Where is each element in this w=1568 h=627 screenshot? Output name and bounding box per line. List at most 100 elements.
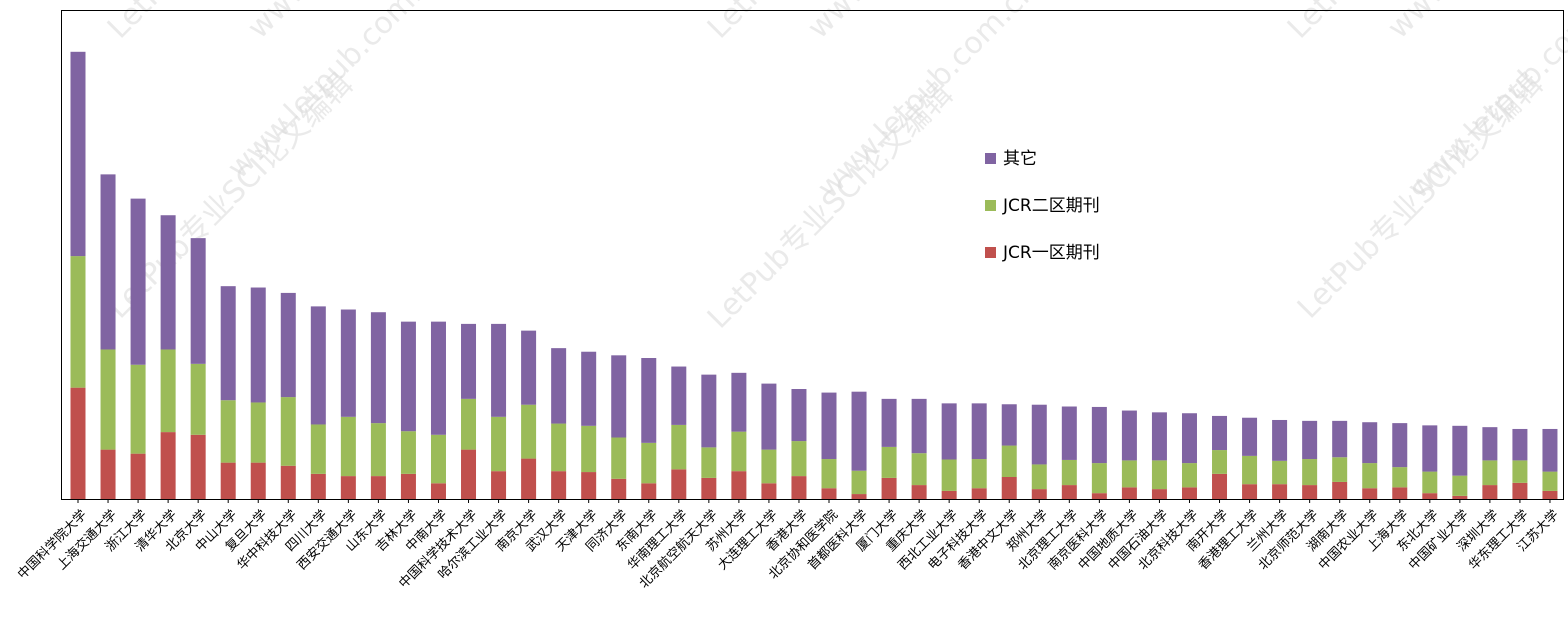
bar-segment — [521, 330, 537, 405]
bar-segment — [1512, 428, 1528, 461]
bar-segment — [521, 458, 537, 499]
bar-segment — [1392, 467, 1408, 488]
bar-segment — [881, 398, 897, 447]
bar-segment — [941, 403, 957, 460]
bar-segment — [100, 174, 116, 350]
bar-segment — [941, 459, 957, 491]
bar-segment — [190, 434, 206, 499]
bar-segment — [250, 462, 266, 499]
bar-segment — [1512, 482, 1528, 499]
bar-segment — [1482, 485, 1498, 499]
x-axis-ticks: 中国科学院大学上海交通大学浙江大学清华大学北京大学中山大学复旦大学华中科技大学四… — [14, 499, 1562, 592]
bar-segment — [1181, 463, 1197, 488]
legend: 其它 JCR二区期刊 JCR一区期刊 — [985, 149, 1100, 263]
bar-segment — [160, 215, 176, 350]
bar-segment — [1482, 427, 1498, 461]
bar-segment — [1001, 404, 1017, 446]
bar-segment — [1482, 460, 1498, 486]
bar-segment — [1031, 404, 1047, 465]
bar-segment — [551, 423, 567, 472]
bar-segment — [220, 462, 236, 499]
bar-segment — [1422, 425, 1438, 472]
bar-segment — [1001, 477, 1017, 499]
bar-segment — [911, 398, 927, 454]
bar-segment — [941, 490, 957, 499]
bar-segment — [1121, 487, 1137, 499]
bar-segment — [1392, 423, 1408, 468]
bar-segment — [971, 459, 987, 489]
bar-segment — [370, 312, 386, 424]
bar-segment — [641, 358, 657, 443]
bar-segment — [430, 321, 446, 435]
bar-segment — [400, 473, 416, 499]
bar-segment — [1091, 406, 1107, 464]
bar-segment — [1272, 419, 1288, 461]
bar-segment — [400, 321, 416, 432]
bar-segment — [1422, 493, 1438, 499]
bar-segment — [551, 471, 567, 499]
bar-segment — [581, 351, 597, 426]
bar-segment — [1061, 406, 1077, 460]
legend-swatch — [985, 200, 996, 211]
legend-swatch — [985, 247, 996, 258]
bar-segment — [1452, 475, 1468, 496]
bar-segment — [370, 476, 386, 499]
bar-segment — [280, 397, 296, 466]
legend-label: JCR一区期刊 — [1002, 243, 1100, 263]
bar-segment — [731, 471, 747, 499]
legend-label: 其它 — [1003, 149, 1037, 169]
bar-segment — [551, 348, 567, 424]
bar-segment — [461, 398, 477, 450]
bar-segment — [100, 449, 116, 499]
bar-segment — [791, 389, 807, 442]
bar-segment — [400, 431, 416, 474]
bar-segment — [461, 323, 477, 399]
bar-segment — [491, 416, 507, 472]
bar-segment — [1362, 488, 1378, 499]
bar-segment — [70, 51, 86, 257]
bar-segment — [731, 431, 747, 472]
bar-segment — [1091, 493, 1107, 499]
watermark-text: www.letpub.com.cn — [811, 0, 1044, 206]
bar-segment — [1422, 471, 1438, 494]
bar-segment — [611, 437, 627, 479]
bar-segment — [70, 387, 86, 499]
legend-swatch — [985, 153, 996, 164]
bar-segment — [701, 477, 717, 499]
watermark-text: LetPub专业SCI论文编辑 — [101, 0, 360, 46]
bar-segment — [1392, 487, 1408, 499]
bar-segment — [1362, 422, 1378, 464]
bar-segment — [1212, 450, 1228, 474]
bar-segment — [220, 286, 236, 401]
bar-segment — [100, 349, 116, 450]
bar-segment — [1302, 485, 1318, 499]
bar-segment — [641, 483, 657, 499]
bar-segment — [190, 238, 206, 364]
bar-segment — [1001, 445, 1017, 477]
bar-segment — [130, 453, 146, 499]
bar-segment — [581, 425, 597, 473]
bar-segment — [761, 449, 777, 484]
bar-segment — [340, 309, 356, 417]
bar-segment — [671, 366, 687, 425]
bar-segment — [881, 446, 897, 478]
bar-segment — [641, 442, 657, 484]
bar-segment — [1302, 420, 1318, 460]
bar-segment — [310, 473, 326, 499]
bar-segment — [1151, 489, 1167, 499]
watermark-layer: LetPub专业SCI论文编辑www.letpub.com.cnLetPub专业… — [101, 0, 1568, 336]
bar-segment — [1242, 484, 1258, 499]
bar-segment — [1332, 420, 1348, 458]
bar-segment — [611, 478, 627, 500]
bar-segment — [370, 423, 386, 477]
bar-segment — [1181, 487, 1197, 499]
bar-segment — [971, 403, 987, 460]
bar-segment — [611, 355, 627, 438]
bar-segment — [1242, 455, 1258, 485]
bar-segment — [430, 483, 446, 499]
bar-segment — [731, 372, 747, 432]
bar-segment — [461, 449, 477, 499]
bar-segment — [821, 392, 837, 460]
